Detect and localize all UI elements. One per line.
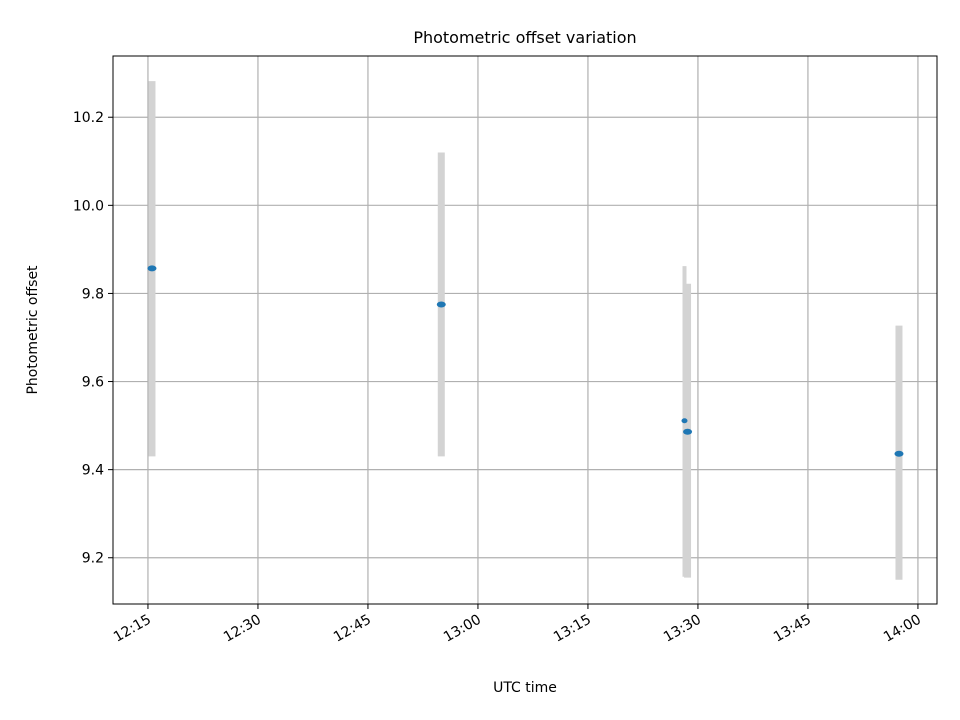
x-tick-label: 13:45 (771, 612, 814, 646)
y-tick-label: 9.4 (82, 463, 104, 479)
x-tick-label: 13:30 (661, 612, 704, 646)
y-tick-label: 9.2 (82, 551, 104, 567)
x-tick-label: 12:30 (221, 612, 264, 646)
x-ticks: 12:15 12:30 12:45 13:00 13:15 13:30 13:45 14:00 (111, 604, 924, 646)
y-tick-label: 10.0 (73, 198, 104, 214)
data-point (894, 450, 904, 457)
axes-frame (112, 55, 938, 605)
x-tick-label: 12:45 (331, 612, 374, 646)
y-tick-label: 9.8 (82, 286, 104, 302)
data-points (147, 265, 904, 457)
x-tick-label: 14:00 (881, 612, 924, 646)
data-point (681, 418, 688, 424)
x-tick-label: 13:15 (551, 612, 594, 646)
data-point (683, 428, 693, 435)
y-axis-label: Photometric offset (25, 265, 41, 395)
y-ticks: 9.2 9.4 9.6 9.8 10.0 10.2 (73, 110, 113, 567)
error-bars (148, 81, 903, 580)
data-point (436, 301, 446, 308)
y-tick-label: 9.6 (82, 375, 104, 391)
x-tick-label: 12:15 (111, 612, 154, 646)
y-tick-label: 10.2 (73, 110, 104, 126)
data-point (147, 265, 157, 272)
x-axis-label: UTC time (493, 680, 557, 696)
grid (113, 56, 937, 604)
chart-title: Photometric offset variation (413, 28, 636, 47)
x-tick-label: 13:00 (441, 612, 484, 646)
